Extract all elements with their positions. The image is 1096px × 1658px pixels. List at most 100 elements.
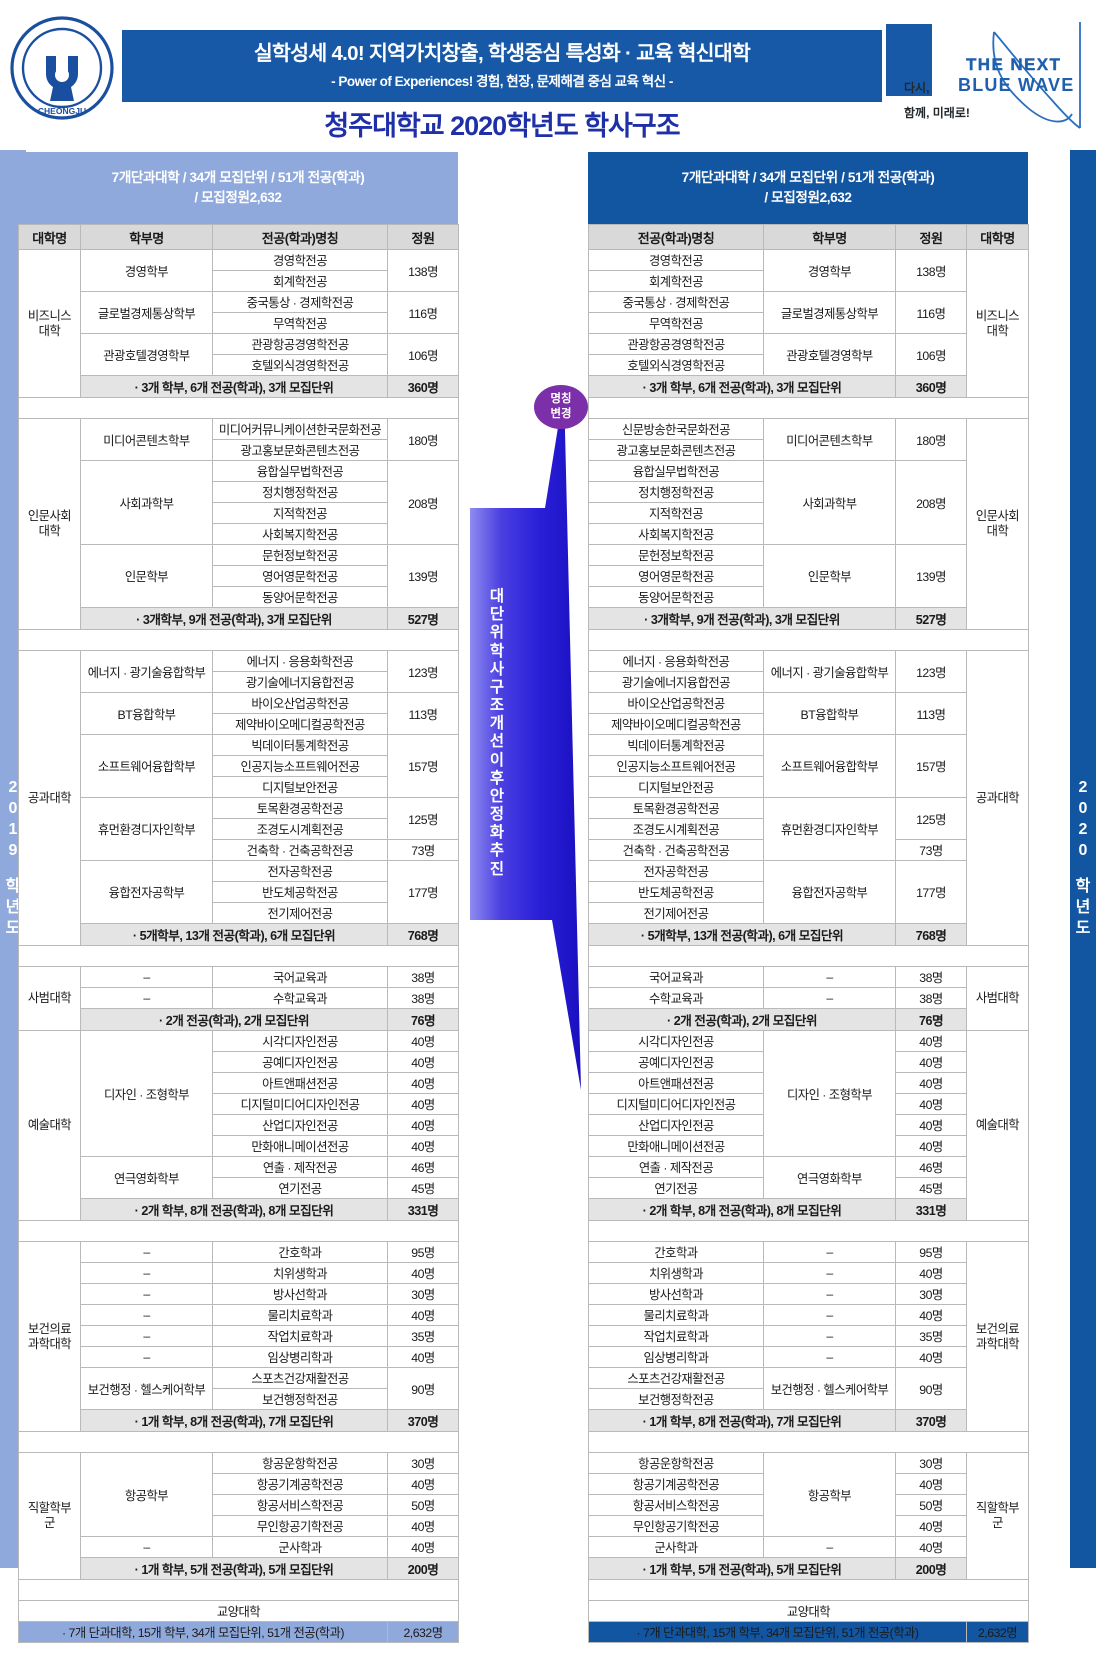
table-row: 인공지능소프트웨어전공 — [19, 755, 459, 777]
wave-icon — [992, 22, 1081, 129]
quota-cell: 40명 — [387, 1346, 459, 1368]
major-name-cell: 호텔외식경영학전공 — [588, 354, 764, 376]
page-title: 청주대학교 2020학년도 학사구조 — [324, 111, 680, 141]
major-name-cell: 산업디자인전공 — [588, 1114, 764, 1136]
major-name-cell: 전기제어전공 — [212, 902, 388, 924]
table-row: 조경도시계획전공 — [19, 818, 459, 840]
major-name-cell: 융합실무법학전공 — [588, 460, 764, 482]
college-summary-text: · 1개 학부, 5개 전공(학과), 5개 모집단위 — [588, 1557, 896, 1580]
table-row: 소프트웨어융합학부 빅데이터통계학전공 157명 — [19, 734, 459, 798]
table-row: 만화애니메이션전공 40명 — [588, 1135, 1029, 1157]
table-row: 연기전공 45명 — [19, 1177, 459, 1199]
column-header: 정원 — [895, 224, 967, 250]
major-name-cell: 국어교육과 — [588, 966, 764, 988]
major-name-cell: 아트앤패션전공 — [212, 1072, 388, 1094]
major-name-cell: 시각디자인전공 — [588, 1030, 764, 1052]
department-name-cell: – — [763, 1283, 896, 1305]
table-row: 아트앤패션전공 40명 — [588, 1072, 1029, 1094]
block-spacer — [18, 1579, 459, 1601]
major-name-cell: 연출 · 제작전공 — [212, 1156, 388, 1178]
major-name-cell: 시각디자인전공 — [212, 1030, 388, 1052]
quota-cell: 90명 — [387, 1367, 459, 1410]
major-name-cell: 지적학전공 — [588, 502, 764, 524]
department-name-cell: – — [80, 987, 213, 1009]
table-row: 무인항공기학전공 40명 — [19, 1515, 459, 1537]
block-spacer — [588, 397, 1029, 419]
block-spacer — [18, 1220, 459, 1242]
table-row: 비즈니스 대학 경영학부 경영학전공 138명 — [18, 249, 459, 398]
major-name-cell: 영어영문학전공 — [212, 565, 388, 587]
department-name-cell: 보건행정 · 헬스케어학부 — [763, 1367, 896, 1410]
major-name-cell: 회계학전공 — [588, 270, 764, 292]
table-row: 회계학전공 — [588, 270, 1029, 292]
liberal-arts-college-label: 교양대학 — [18, 1600, 459, 1622]
major-name-cell: 중국통상 · 경제학전공 — [212, 291, 388, 313]
college-total-cell: 370명 — [387, 1409, 459, 1432]
column-header: 대학명 — [966, 224, 1029, 250]
table-row: 관광호텔경영학부 관광항공경영학전공 106명 — [19, 333, 459, 376]
college-summary-row: · 3개 학부, 6개 전공(학과), 3개 모집단위 360명 — [588, 375, 1029, 398]
block-spacer — [18, 945, 459, 967]
panel-2019: 7개단과대학 / 34개 모집단위 / 51개 전공(학과) / 모집정원2,6… — [18, 152, 459, 1643]
table-row: 공과대학 에너지 · 광기술융합학부 에너지 · 응용화학전공 123명 — [18, 650, 459, 946]
table-row: 건축학 · 건축공학전공 73명 — [19, 839, 459, 861]
block-spacer — [18, 1431, 459, 1453]
college-name-cell: 사범대학 — [966, 966, 1029, 1031]
department-name-cell: 휴먼환경디자인학부 — [763, 797, 896, 861]
major-name-cell: 산업디자인전공 — [212, 1114, 388, 1136]
major-name-cell: 에너지 · 응용화학전공 — [588, 650, 764, 672]
quota-cell: 45명 — [895, 1177, 967, 1199]
block-spacer — [588, 629, 1029, 651]
major-name-cell: 광기술에너지융합전공 — [212, 671, 388, 693]
major-name-cell: 인공지능소프트웨어전공 — [588, 755, 764, 777]
quota-cell: 40명 — [387, 1536, 459, 1558]
column-header: 정원 — [387, 224, 459, 250]
department-name-cell: 경영학부 — [763, 249, 896, 292]
liberal-arts-college-label: 교양대학 — [588, 1600, 1029, 1622]
table-row: 반도체공학전공 — [588, 881, 1029, 903]
department-name-cell: 보건행정 · 헬스케어학부 — [80, 1367, 213, 1410]
quota-cell: 40명 — [387, 1473, 459, 1495]
table-row: 군사학과 –40명 — [588, 1536, 1029, 1558]
department-name-cell: – — [80, 1346, 213, 1368]
major-name-cell: 방사선학과 — [212, 1283, 388, 1305]
table-row: 광고홍보문화콘텐츠전공 — [19, 439, 459, 461]
table-row: 동양어문학전공 — [588, 586, 1029, 608]
quota-cell: 35명 — [895, 1325, 967, 1347]
major-name-cell: 보건행정학전공 — [212, 1388, 388, 1410]
table-row: 임상병리학과 –40명 — [588, 1346, 1029, 1368]
quota-cell: 40명 — [387, 1515, 459, 1537]
rename-badge: 명칭 변경 — [534, 385, 588, 429]
college-summary-row: · 1개 학부, 8개 전공(학과), 7개 모집단위 370명 — [19, 1409, 459, 1432]
major-name-cell: 경영학전공 — [588, 249, 764, 271]
quota-cell: 73명 — [387, 839, 459, 861]
major-name-cell: 에너지 · 응용화학전공 — [212, 650, 388, 672]
major-name-cell: 동양어문학전공 — [212, 586, 388, 608]
college-summary-text: · 1개 학부, 8개 전공(학과), 7개 모집단위 — [588, 1409, 896, 1432]
table-row: – 치위생학과 40명 — [19, 1262, 459, 1284]
college-total-cell: 370명 — [895, 1409, 967, 1432]
table-row: 영어영문학전공 — [588, 565, 1029, 587]
major-name-cell: 문헌정보학전공 — [588, 544, 764, 566]
panel-summary-line-2: / 모집정원2,632 — [194, 190, 282, 205]
spacer-cell — [588, 1579, 1029, 1601]
college-total-cell: 331명 — [895, 1198, 967, 1221]
table-row: 무역학전공 — [19, 312, 459, 334]
college-name-cell: 사범대학 — [18, 966, 81, 1031]
major-name-cell: 무역학전공 — [212, 312, 388, 334]
major-name-cell: 군사학과 — [212, 1536, 388, 1558]
major-name-cell: 스포츠건강재활전공 — [212, 1367, 388, 1389]
major-name-cell: 사회복지학전공 — [588, 523, 764, 545]
college-name-cell: 공과대학 — [18, 650, 81, 946]
brand-the-next-text: THE NEXT — [966, 55, 1062, 74]
table-row: 간호학과 –95명 보건의료 과학대학 — [588, 1241, 1029, 1432]
major-name-cell: 간호학과 — [212, 1241, 388, 1263]
college-summary-row: · 1개 학부, 8개 전공(학과), 7개 모집단위 370명 — [588, 1409, 1029, 1432]
brand-color-swatch — [886, 24, 932, 96]
major-name-cell: 문헌정보학전공 — [212, 544, 388, 566]
major-name-cell: 간호학과 — [588, 1241, 764, 1263]
table-header-row: 대학명 학부명 전공(학과)명칭 정원 — [18, 224, 459, 250]
department-name-cell: 항공학부 — [763, 1452, 896, 1537]
spacer-cell — [18, 1431, 459, 1453]
